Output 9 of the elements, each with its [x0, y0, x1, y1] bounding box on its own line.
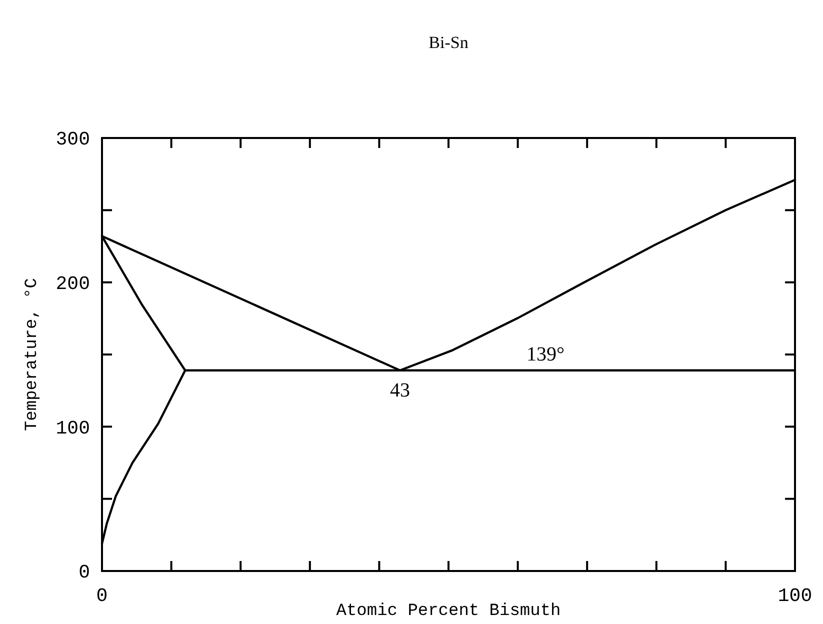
y-tick-label: 0 [78, 562, 90, 584]
y-tick-label: 300 [56, 128, 90, 151]
annotation: 43 [390, 379, 410, 402]
chart-title: Bi-Sn [428, 33, 469, 52]
annotation: 139° [526, 343, 565, 366]
y-tick-label: 200 [56, 272, 90, 295]
y-tick-label: 100 [56, 417, 90, 440]
x-axis-title: Atomic Percent Bismuth [336, 602, 561, 621]
y-axis-title: Temperature, °C [23, 278, 42, 432]
